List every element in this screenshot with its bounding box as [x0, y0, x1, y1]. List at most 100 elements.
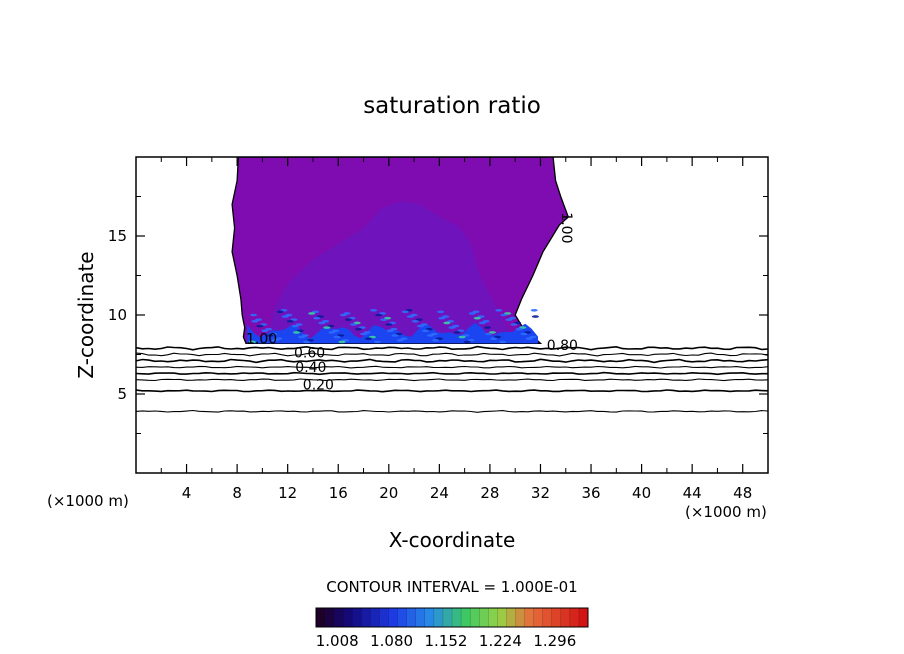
chart-title: saturation ratio [363, 93, 541, 119]
x-unit-left: (×1000 m) [47, 492, 129, 510]
field-speckle [520, 332, 528, 336]
field-speckle [448, 326, 456, 329]
field-speckle [323, 326, 331, 329]
colorbar-segment [442, 607, 453, 628]
colorbar-label: 1.224 [479, 632, 522, 650]
colorbar-segment [542, 607, 553, 628]
contour-line [136, 358, 768, 364]
contour-line [136, 371, 768, 376]
colorbar-segment [370, 607, 380, 628]
field-speckle [463, 340, 471, 344]
field-speckle [298, 335, 306, 339]
colorbar-segment [488, 607, 498, 628]
colorbar-segment [415, 607, 426, 628]
field-speckle [248, 340, 256, 344]
colorbar-label: 1.296 [533, 632, 576, 650]
contour-line [136, 352, 768, 357]
field-speckle [453, 331, 461, 334]
colorbar [315, 607, 589, 628]
field-speckle [443, 321, 451, 325]
field-speckle [490, 337, 498, 341]
y-axis-label: Z-coordinate [74, 251, 98, 378]
y-tick-label: 5 [117, 385, 127, 403]
field-speckle [380, 318, 388, 322]
field-speckle [386, 329, 394, 333]
contour-line [136, 409, 768, 413]
field-speckle [483, 326, 491, 329]
field-speckle [505, 318, 513, 322]
x-tick-label: 20 [379, 484, 398, 502]
field-speckle [531, 315, 539, 318]
colorbar-segment [515, 607, 526, 628]
colorbar-segment [424, 607, 435, 628]
contour-label: 0.80 [547, 338, 578, 354]
field-speckle [256, 324, 264, 328]
field-speckle [411, 320, 419, 323]
colorbar-segment [524, 607, 535, 628]
field-speckle [375, 313, 383, 317]
field-speckle [308, 312, 316, 315]
colorbar-segment [569, 607, 580, 628]
contour-line [136, 378, 768, 382]
field-speckle [478, 321, 486, 325]
contour-label: 1.00 [246, 331, 277, 347]
contour-label: 0.40 [295, 360, 326, 376]
contour-line [136, 345, 768, 351]
contour-line [136, 365, 768, 369]
field-speckle [293, 331, 300, 334]
colorbar-segment [469, 607, 480, 628]
colorbar-segment [533, 607, 544, 628]
field-speckle [318, 321, 326, 325]
field-speckle [355, 327, 362, 331]
field-speckle [525, 337, 533, 341]
field-speckle [276, 310, 284, 314]
contour-line [136, 389, 768, 393]
field-speckle [515, 327, 523, 331]
contour-label: 1.00 [558, 212, 574, 243]
field-speckle [427, 334, 434, 337]
contour-label: 0.60 [294, 346, 325, 362]
field-speckle [360, 332, 367, 336]
field-speckle [437, 310, 445, 314]
contour-label: 0.20 [303, 377, 334, 393]
field-speckle [349, 323, 357, 326]
x-tick-label: 32 [531, 484, 550, 502]
colorbar-segment [388, 607, 399, 628]
colorbar-segment [379, 607, 390, 628]
colorbar-segment [361, 607, 371, 628]
field-speckle [401, 310, 409, 314]
colorbar-segment [343, 607, 353, 628]
field-speckle [281, 315, 289, 318]
field-speckle [473, 316, 481, 320]
contour-labels: 0.200.400.60 0.80 1.00 1.00 [246, 212, 578, 393]
field-speckle [370, 309, 378, 312]
x-axis-ticks: 4 8 12 16 20 24 28 32 36 40 44 48 [160, 157, 752, 502]
colorbar-segment [451, 607, 462, 628]
x-tick-label: 48 [733, 484, 752, 502]
field-speckle [495, 309, 503, 312]
colorbar-frame [315, 607, 589, 628]
colorbar-segment [324, 607, 335, 628]
field-speckle [261, 329, 269, 333]
colorbar-segment [506, 607, 516, 628]
x-tick-label: 28 [480, 484, 499, 502]
x-tick-label: 4 [182, 484, 192, 502]
colorbar-labels: 1.008 1.080 1.152 1.224 1.296 [316, 632, 577, 650]
colorbar-segment [433, 607, 444, 628]
x-tick-label: 44 [683, 484, 702, 502]
field-speckle [499, 340, 507, 344]
field-speckle [396, 339, 404, 342]
contour-interval: CONTOUR INTERVAL = 1.000E-01 [326, 578, 577, 596]
inner-plume [268, 201, 509, 338]
field-speckle [500, 313, 508, 317]
field-speckle [458, 335, 466, 339]
field-speckle [328, 331, 336, 334]
field-speckle [250, 313, 258, 317]
field-speckle [385, 323, 393, 326]
field-speckle [391, 334, 399, 337]
colorbar-segment [406, 607, 417, 628]
colorbar-segment [497, 607, 507, 628]
saturation-field [231, 157, 570, 345]
x-tick-label: 8 [232, 484, 242, 502]
